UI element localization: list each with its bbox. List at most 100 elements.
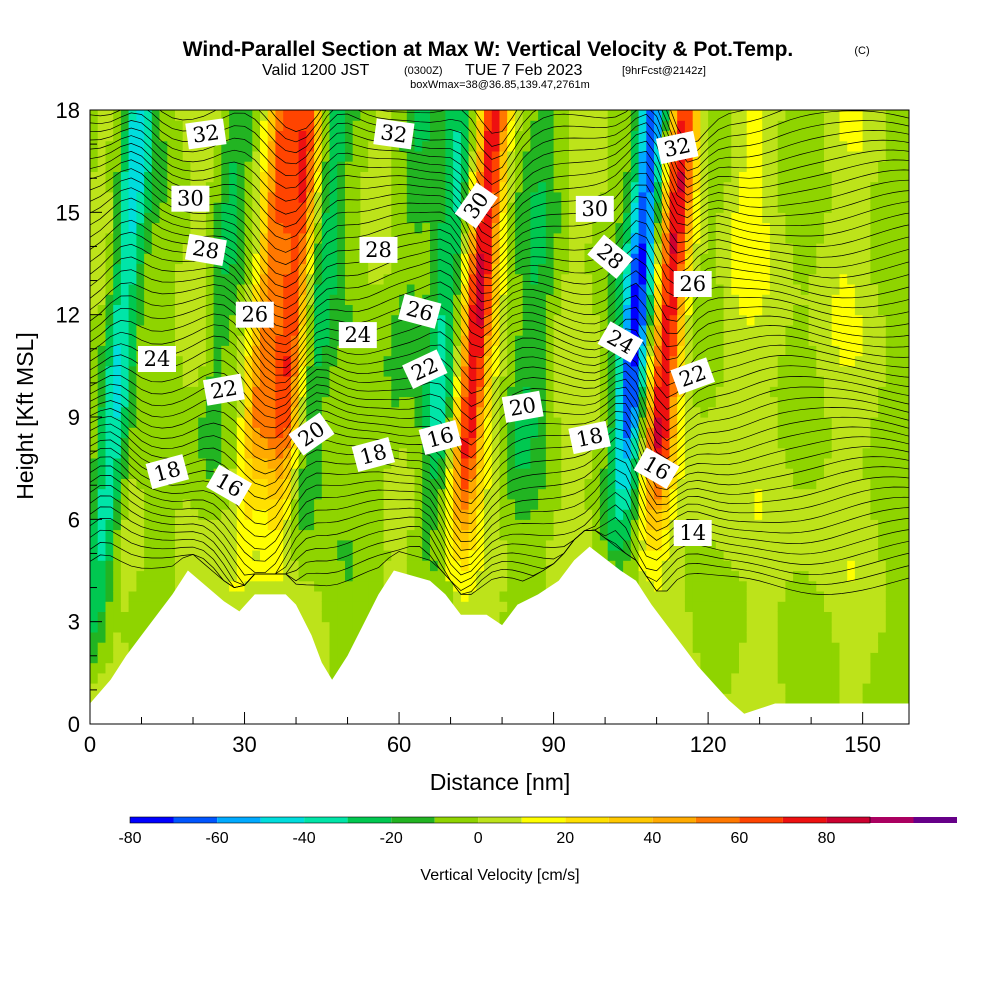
- velocity-cell: [213, 406, 222, 418]
- velocity-cell: [105, 468, 114, 479]
- velocity-cell: [298, 120, 307, 131]
- velocity-cell: [654, 427, 663, 438]
- velocity-cell: [491, 550, 501, 561]
- velocity-cell: [708, 171, 717, 183]
- velocity-cell: [538, 263, 547, 275]
- velocity-cell: [607, 171, 616, 183]
- velocity-cell: [97, 550, 106, 561]
- velocity-cell: [561, 355, 570, 367]
- velocity-cell: [352, 550, 361, 561]
- velocity-cell: [569, 457, 578, 469]
- velocity-cell: [561, 110, 570, 121]
- velocity-cell: [283, 314, 292, 326]
- velocity-cell: [244, 447, 253, 459]
- velocity-cell: [198, 519, 207, 531]
- velocity-cell: [375, 263, 385, 275]
- velocity-cell: [120, 181, 130, 193]
- velocity-cell: [314, 273, 323, 285]
- velocity-cell: [430, 335, 439, 346]
- velocity-cell: [507, 478, 516, 490]
- velocity-cell: [267, 406, 276, 418]
- velocity-cell: [430, 161, 439, 172]
- velocity-cell: [298, 601, 307, 612]
- velocity-cell: [144, 591, 153, 602]
- velocity-cell: [499, 324, 508, 336]
- velocity-cell: [615, 468, 624, 479]
- velocity-cell: [476, 355, 485, 367]
- velocity-cell: [623, 468, 632, 479]
- velocity-cell: [499, 284, 508, 295]
- velocity-cell: [522, 120, 531, 131]
- velocity-cell: [715, 417, 725, 428]
- velocity-cell: [715, 601, 725, 612]
- velocity-cell: [375, 294, 385, 305]
- velocity-cell: [669, 601, 678, 612]
- velocity-cell: [260, 335, 269, 346]
- velocity-cell: [167, 550, 176, 561]
- velocity-cell: [476, 365, 485, 377]
- velocity-cell: [345, 427, 354, 438]
- velocity-cell: [684, 294, 694, 305]
- velocity-cell: [661, 284, 671, 295]
- velocity-cell: [97, 335, 106, 346]
- velocity-cell: [198, 110, 207, 121]
- velocity-cell: [692, 222, 701, 234]
- velocity-cell: [352, 110, 361, 121]
- velocity-cell: [144, 509, 153, 520]
- velocity-cell: [151, 560, 161, 572]
- velocity-cell: [321, 570, 331, 582]
- velocity-cell: [136, 191, 145, 203]
- velocity-cell: [267, 120, 276, 131]
- velocity-cell: [236, 140, 246, 152]
- velocity-cell: [545, 488, 555, 500]
- velocity-cell: [468, 396, 477, 408]
- velocity-cell: [576, 294, 586, 305]
- velocity-cell: [244, 509, 253, 520]
- velocity-cell: [144, 110, 153, 111]
- velocity-cell: [630, 150, 640, 162]
- velocity-cell: [677, 202, 686, 213]
- velocity-cell: [105, 478, 114, 490]
- velocity-cell: [576, 150, 586, 162]
- velocity-cell: [236, 202, 246, 213]
- velocity-cell: [530, 417, 539, 428]
- velocity-cell: [391, 468, 400, 479]
- velocity-cell: [298, 611, 307, 623]
- velocity-cell: [708, 406, 717, 418]
- velocity-cell: [298, 304, 307, 316]
- velocity-cell: [507, 570, 516, 582]
- velocity-cell: [677, 560, 686, 572]
- velocity-cell: [414, 406, 423, 418]
- velocity-cell: [669, 202, 678, 213]
- velocity-cell: [460, 509, 470, 520]
- velocity-cell: [391, 284, 400, 295]
- velocity-cell: [476, 539, 485, 551]
- velocity-cell: [437, 232, 446, 244]
- velocity-cell: [515, 488, 524, 500]
- velocity-cell: [290, 468, 300, 479]
- velocity-cell: [406, 386, 416, 398]
- velocity-cell: [244, 150, 253, 162]
- velocity-cell: [159, 161, 168, 172]
- velocity-cell: [306, 601, 315, 612]
- velocity-cell: [468, 335, 477, 346]
- velocity-cell: [229, 314, 238, 326]
- velocity-cell: [684, 110, 694, 121]
- velocity-cell: [700, 253, 709, 265]
- velocity-cell: [638, 120, 647, 131]
- velocity-cell: [321, 365, 331, 377]
- velocity-cell: [175, 324, 184, 336]
- velocity-cell: [553, 539, 562, 551]
- velocity-cell: [314, 621, 323, 633]
- velocity-cell: [260, 386, 269, 398]
- velocity-cell: [561, 161, 570, 172]
- velocity-cell: [337, 110, 346, 111]
- velocity-cell: [283, 202, 292, 213]
- velocity-cell: [507, 550, 516, 561]
- velocity-cell: [715, 304, 725, 316]
- velocity-cell: [576, 232, 586, 244]
- velocity-cell: [260, 110, 269, 111]
- velocity-cell: [654, 273, 663, 285]
- velocity-cell: [414, 273, 423, 285]
- velocity-cell: [120, 212, 130, 224]
